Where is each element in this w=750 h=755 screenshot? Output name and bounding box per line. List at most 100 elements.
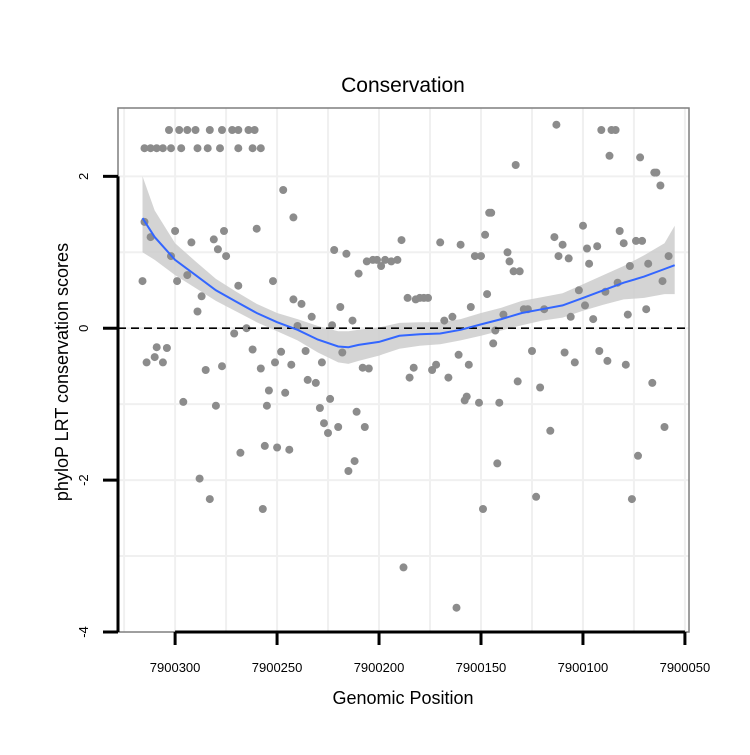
- data-point: [470, 252, 479, 261]
- data-point: [481, 230, 490, 239]
- data-point: [279, 186, 288, 194]
- data-point: [623, 310, 632, 319]
- data-point: [550, 233, 559, 242]
- data-point: [324, 429, 332, 437]
- data-point: [611, 126, 620, 134]
- x-tick-label: 7900050: [660, 660, 711, 675]
- y-tick-label: -2: [76, 474, 91, 486]
- data-point: [552, 120, 561, 129]
- data-point: [409, 363, 418, 372]
- data-point: [273, 443, 282, 452]
- data-point: [503, 248, 512, 257]
- data-point: [354, 269, 363, 278]
- data-point: [483, 290, 492, 299]
- data-point: [364, 364, 373, 373]
- data-point: [464, 360, 473, 369]
- data-point: [656, 181, 665, 190]
- y-axis: -4 -2 0 2: [76, 173, 120, 638]
- data-point: [234, 144, 243, 153]
- data-point: [205, 495, 214, 504]
- data-point: [234, 126, 243, 134]
- data-point: [558, 240, 567, 249]
- data-point: [373, 255, 381, 264]
- data-point: [285, 445, 294, 454]
- data-point: [205, 126, 214, 134]
- data-point: [328, 321, 337, 330]
- data-point: [603, 356, 612, 365]
- data-point: [570, 358, 579, 367]
- data-point: [581, 301, 589, 310]
- data-point: [183, 271, 192, 280]
- y-tick-label: -4: [76, 626, 91, 638]
- data-point: [315, 404, 324, 412]
- data-point: [564, 254, 573, 263]
- data-points: [138, 120, 673, 612]
- data-point: [393, 255, 402, 264]
- grid-lines: [118, 108, 689, 632]
- data-point: [213, 245, 222, 254]
- data-point: [334, 423, 343, 431]
- data-point: [230, 329, 239, 338]
- data-point: [436, 238, 445, 247]
- data-point: [165, 126, 173, 134]
- data-point: [179, 397, 188, 406]
- data-point: [397, 236, 406, 245]
- data-point: [648, 378, 657, 387]
- data-point: [546, 426, 555, 435]
- data-point: [621, 360, 630, 369]
- data-point: [495, 398, 504, 407]
- data-point: [448, 312, 457, 321]
- data-point: [167, 144, 175, 153]
- data-point: [444, 373, 453, 382]
- data-point: [264, 386, 273, 395]
- data-point: [475, 398, 483, 407]
- data-point: [171, 227, 180, 235]
- smooth-trend-line: [141, 217, 676, 349]
- data-point: [536, 383, 545, 392]
- data-point: [634, 451, 642, 460]
- data-point: [260, 441, 269, 450]
- data-point: [660, 423, 669, 431]
- data-point: [317, 358, 326, 367]
- data-point: [177, 144, 186, 153]
- data-point: [513, 377, 522, 386]
- data-point: [350, 457, 359, 466]
- x-axis: 7900300 7900250 7900200 7900150 7900100 79000…: [150, 630, 711, 675]
- data-point: [262, 401, 271, 410]
- data-point: [589, 315, 598, 324]
- data-point: [615, 227, 624, 235]
- data-point: [652, 168, 661, 177]
- data-point: [330, 246, 339, 254]
- y-tick-label: 0: [76, 325, 91, 332]
- data-point: [244, 126, 253, 134]
- data-point: [236, 448, 245, 457]
- data-point: [344, 467, 353, 475]
- data-point: [191, 126, 200, 134]
- data-point: [142, 358, 151, 367]
- data-point: [454, 350, 463, 359]
- data-point: [256, 364, 265, 373]
- data-point: [583, 244, 591, 253]
- data-point: [462, 392, 471, 401]
- data-point: [664, 252, 673, 261]
- data-point: [466, 303, 475, 311]
- data-point: [258, 505, 267, 513]
- data-point: [489, 339, 498, 348]
- data-point: [162, 344, 171, 352]
- data-point: [248, 144, 257, 153]
- data-point: [222, 252, 231, 261]
- data-point: [574, 286, 583, 295]
- data-point: [377, 262, 386, 270]
- data-point: [342, 249, 351, 258]
- data-point: [432, 360, 441, 369]
- data-point: [358, 363, 367, 372]
- data-point: [348, 316, 357, 325]
- data-point: [271, 358, 279, 367]
- data-point: [424, 293, 432, 302]
- data-point: [387, 257, 396, 266]
- data-point: [152, 343, 161, 352]
- data-point: [228, 126, 237, 134]
- data-point: [250, 126, 259, 134]
- data-point: [619, 239, 628, 248]
